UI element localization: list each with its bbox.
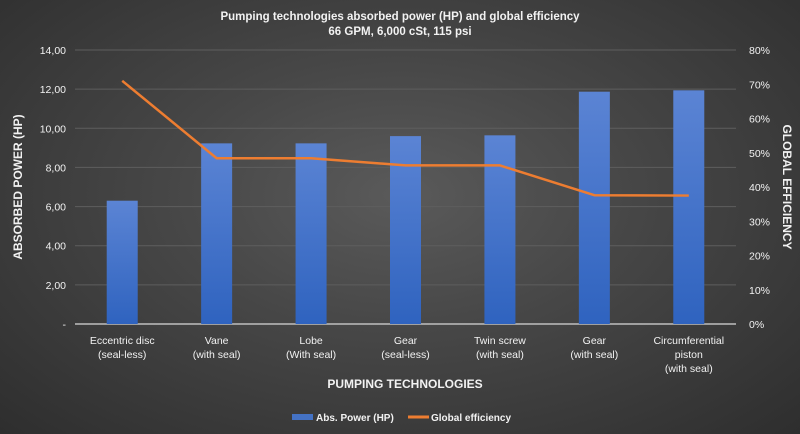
legend-swatch-line: [408, 415, 429, 419]
category-label: (with seal): [193, 349, 241, 361]
bar-series: [106, 90, 705, 325]
y-tick-label: 14,00: [40, 45, 66, 57]
y-tick-label: 10,00: [40, 123, 66, 135]
y-tick-label: 2,00: [46, 280, 67, 292]
bar: [390, 136, 421, 324]
category-label: (with seal): [665, 363, 713, 375]
y-tick-label: 4,00: [46, 241, 67, 253]
y2-tick-label: 40%: [749, 182, 770, 194]
y2-tick-label: 80%: [749, 45, 770, 57]
legend-label-bar: Abs. Power (HP): [316, 413, 394, 424]
category-label: Vane: [205, 335, 229, 347]
x-axis-label: PUMPING TECHNOLOGIES: [327, 377, 482, 391]
y-tick-label: 8,00: [46, 162, 67, 174]
chart-subtitle: 66 GPM, 6,000 cSt, 115 psi: [328, 26, 471, 38]
legend-swatch-bar: [292, 414, 313, 420]
bar: [201, 143, 233, 324]
x-axis-ticks: Eccentric disc (seal-less) Vane (with seal)…: [90, 335, 724, 375]
category-label: Eccentric disc: [90, 335, 155, 347]
bar: [295, 143, 327, 324]
category-label: Twin screw: [474, 335, 526, 347]
category-label: Lobe: [299, 335, 323, 347]
bar: [673, 90, 705, 325]
category-label: Gear: [583, 335, 607, 347]
category-label: Gear: [394, 335, 418, 347]
category-label: (seal-less): [381, 349, 429, 361]
bar: [578, 91, 610, 325]
y2-axis-ticks: 0% 10% 20% 30% 40% 50% 60% 70% 80%: [749, 45, 770, 331]
y-tick-label: 12,00: [40, 84, 66, 96]
category-label: (with seal): [476, 349, 524, 361]
y2-tick-label: 10%: [749, 285, 770, 297]
category-label: (With seal): [286, 349, 336, 361]
y2-tick-label: 60%: [749, 114, 770, 126]
y2-tick-label: 0%: [749, 319, 764, 331]
legend-label-line: Global efficiency: [431, 413, 511, 424]
y-axis-label: ABSORBED POWER (HP): [11, 114, 25, 259]
y-tick-label: -: [63, 319, 67, 331]
y-tick-label: 6,00: [46, 202, 67, 214]
chart-title: Pumping technologies absorbed power (HP)…: [220, 11, 580, 23]
bar: [484, 135, 516, 324]
category-label: (seal-less): [98, 349, 146, 361]
category-label: (with seal): [570, 349, 618, 361]
y2-tick-label: 20%: [749, 251, 770, 263]
y2-tick-label: 30%: [749, 216, 770, 228]
y-axis-ticks: - 2,00 4,00 6,00 8,00 10,00 12,00 14,00: [40, 45, 67, 331]
y2-axis-label: GLOBAL EFFICIENCY: [780, 124, 794, 249]
line-series: [121, 79, 689, 197]
bar: [106, 200, 138, 324]
category-label: piston: [675, 349, 703, 361]
legend: Abs. Power (HP) Global efficiency: [292, 413, 511, 424]
y2-tick-label: 50%: [749, 148, 770, 160]
y2-tick-label: 70%: [749, 79, 770, 91]
category-label: Circumferential: [653, 335, 724, 347]
